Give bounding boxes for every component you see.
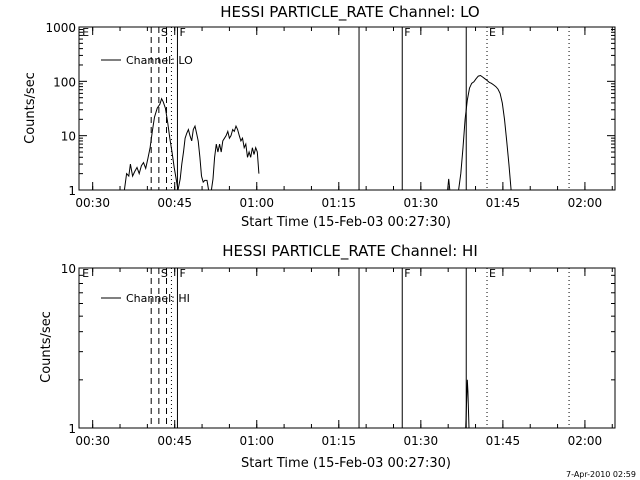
x-tick-label: 02:00 <box>568 434 603 448</box>
x-tick-label: 01:15 <box>321 434 356 448</box>
marker-label: E <box>489 26 496 39</box>
y-tick-label: 10 <box>61 262 76 276</box>
marker-label: S <box>161 26 168 39</box>
x-tick-label: 01:15 <box>321 196 356 210</box>
marker-label: F <box>179 267 185 280</box>
x-tick-label: 00:30 <box>75 434 110 448</box>
marker-label: F <box>404 267 410 280</box>
x-tick-label: 00:45 <box>157 434 192 448</box>
y-tick-label: 1000 <box>45 21 76 35</box>
x-tick-label: 02:00 <box>568 196 603 210</box>
x-tick-label: 01:30 <box>404 196 439 210</box>
y-tick-label: 100 <box>53 75 76 89</box>
x-axis-label: Start Time (15-Feb-03 00:27:30) <box>241 456 451 471</box>
panel-hi: HESSI PARTICLE_RATE Channel: HI Start Ti… <box>39 242 616 471</box>
y-tick-label: 10 <box>61 130 76 144</box>
x-tick-label: 01:45 <box>486 196 521 210</box>
series-line <box>123 97 210 191</box>
marker-label: E <box>82 26 89 39</box>
plot-frame <box>78 267 616 429</box>
series-line <box>465 379 470 429</box>
x-tick-label: 01:45 <box>486 434 521 448</box>
y-tick-label: 1 <box>68 422 76 436</box>
x-axis-label: Start Time (15-Feb-03 00:27:30) <box>241 215 451 230</box>
panel-lo: HESSI PARTICLE_RATE Channel: LO Start Ti… <box>23 3 616 230</box>
marker-label: S <box>161 267 168 280</box>
marker-label: F <box>179 26 185 39</box>
y-axis-label: Counts/sec <box>23 72 38 144</box>
series-line <box>210 124 260 191</box>
legend-label: Channel: LO <box>126 54 193 67</box>
series-line <box>447 178 451 191</box>
timestamp: 7-Apr-2010 02:59 <box>566 470 636 479</box>
y-axis-label: Counts/sec <box>39 311 54 383</box>
plot-frame <box>78 26 616 191</box>
x-tick-label: 00:45 <box>157 196 192 210</box>
x-tick-label: 01:00 <box>239 196 274 210</box>
marker-label: E <box>82 267 89 280</box>
x-tick-label: 01:30 <box>404 434 439 448</box>
series-line <box>458 74 512 191</box>
x-tick-label: 00:30 <box>75 196 110 210</box>
marker-label: E <box>489 267 496 280</box>
legend-label: Channel: HI <box>126 292 190 305</box>
chart-title: HESSI PARTICLE_RATE Channel: HI <box>222 242 478 261</box>
y-tick-label: 1 <box>68 184 76 198</box>
x-tick-label: 01:00 <box>239 434 274 448</box>
marker-label: F <box>404 26 410 39</box>
chart-title: HESSI PARTICLE_RATE Channel: LO <box>220 3 479 22</box>
